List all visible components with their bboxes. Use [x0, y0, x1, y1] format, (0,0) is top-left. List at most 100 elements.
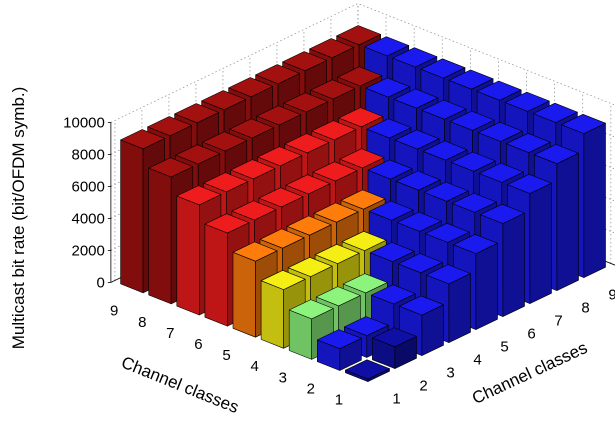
z-tick-label: 10000	[63, 114, 105, 131]
bar-face-right	[448, 273, 471, 343]
bar-face-top	[395, 170, 441, 191]
bar-face-top	[285, 174, 331, 195]
bar-face-top	[397, 253, 443, 274]
bar-face-top	[534, 144, 579, 164]
z-tick-label: 2000	[72, 242, 105, 259]
bar-face-top	[372, 327, 417, 348]
bar-face-top	[175, 144, 221, 165]
right-axis-tick-label: 3	[446, 365, 454, 382]
right-axis-tick-label: 2	[419, 378, 427, 395]
left-axis-tick-label: 2	[307, 380, 315, 397]
bar-face-top	[120, 129, 165, 150]
bar-face-left	[204, 223, 228, 327]
y-axis-label: Multicast bit rate (bit/OFDM symb.)	[9, 87, 28, 350]
bar-face-top	[478, 162, 524, 183]
bar-face-top	[368, 200, 414, 221]
bar-face-right	[583, 122, 606, 278]
bar-face-top	[337, 66, 383, 87]
left-axis-tick-label: 5	[222, 347, 230, 364]
bar-face-top	[341, 231, 387, 251]
bar-face-top	[366, 118, 412, 139]
z-tick-label: 4000	[72, 210, 105, 227]
left-axis-tick-label: 9	[110, 303, 118, 320]
left-axis-tick-label: 6	[194, 336, 202, 353]
bar-face-top	[282, 51, 328, 72]
bar-face-top	[230, 159, 276, 180]
bar-1-1	[345, 359, 390, 382]
bar-face-top	[228, 77, 274, 98]
bar-2-1	[316, 329, 362, 371]
bar-face-top	[314, 244, 360, 264]
bar-face-top	[258, 187, 304, 208]
right-axis-tick-label: 5	[500, 339, 508, 356]
right-axis-tick-label: 4	[473, 352, 481, 369]
bar-face-top	[426, 264, 471, 285]
bar-face-top	[287, 256, 333, 277]
left-axis-tick-label: 1	[335, 391, 343, 408]
bar-face-top	[532, 102, 578, 123]
bar-face-right	[529, 182, 552, 304]
right-axis-tick-label: 8	[581, 300, 589, 317]
bar-face-top	[284, 133, 330, 154]
bar-face-left	[120, 139, 144, 294]
bar-face-top	[421, 99, 467, 120]
bar-face-top	[394, 129, 440, 150]
bar-face-top	[365, 77, 411, 98]
bar-face-top	[174, 103, 219, 124]
bar-face-top	[561, 114, 606, 134]
bar-1-2	[372, 327, 417, 369]
bar-face-top	[336, 25, 382, 46]
right-axis-label: Channel classes	[469, 338, 590, 408]
bar-face-top	[315, 286, 361, 307]
bar-face-top	[256, 105, 302, 126]
bar-face-top	[505, 133, 551, 153]
bar-face-top	[369, 242, 415, 263]
bar-face-top	[309, 38, 355, 59]
bar-face-top	[231, 200, 277, 221]
bar-face-right	[556, 153, 579, 291]
z-tick-label: 8000	[72, 146, 105, 163]
left-axis-tick-label: 3	[279, 369, 287, 386]
bar-face-left	[260, 280, 284, 349]
bar-face-top	[450, 151, 496, 172]
right-axis-tick-label: 6	[527, 326, 535, 343]
bar-face-top	[422, 140, 468, 161]
bar-face-left	[232, 252, 256, 338]
z-tick-label: 0	[97, 274, 105, 291]
bar-face-left	[176, 195, 200, 316]
bar-face-top	[392, 47, 438, 68]
bar-face-top	[342, 273, 388, 294]
bar-face-right	[502, 212, 525, 317]
bar-face-top	[423, 181, 469, 202]
tick-labels: 0 2000 4000 6000 8000 10000 1 2 3 4 5 6 7 8 9 1 2 3 4 5 6 7 8 9	[63, 114, 615, 408]
bar-face-top	[310, 79, 356, 100]
bar-face-top	[316, 329, 362, 350]
bar-face-top	[370, 284, 416, 305]
bar-face-top	[260, 269, 306, 290]
bar-face-top	[339, 148, 385, 169]
bar-face-top	[312, 161, 358, 182]
bar-face-top	[424, 222, 470, 243]
bar-face-top	[507, 173, 552, 194]
bar-face-top	[364, 36, 410, 57]
bar-group	[120, 25, 606, 382]
bar-face-top	[283, 92, 329, 113]
bar-face-top	[148, 157, 194, 178]
bar-face-top	[477, 121, 523, 142]
left-axis-tick-label: 4	[250, 358, 258, 375]
bar-face-top	[232, 241, 278, 262]
bar-face-top	[451, 192, 497, 213]
bar-face-top	[203, 172, 249, 193]
bar-face-top	[286, 215, 332, 236]
bar-face-top	[343, 316, 389, 337]
bar-face-top	[313, 202, 359, 223]
right-axis-tick-label: 7	[554, 313, 562, 330]
bar-face-top	[367, 159, 413, 180]
bar-face-top	[399, 295, 444, 316]
bar-face-right	[475, 242, 498, 330]
bar-face-top	[201, 90, 246, 111]
bar-face-top	[345, 359, 390, 380]
bar-face-top	[202, 131, 248, 152]
right-axis-tick-label: 9	[608, 287, 615, 304]
